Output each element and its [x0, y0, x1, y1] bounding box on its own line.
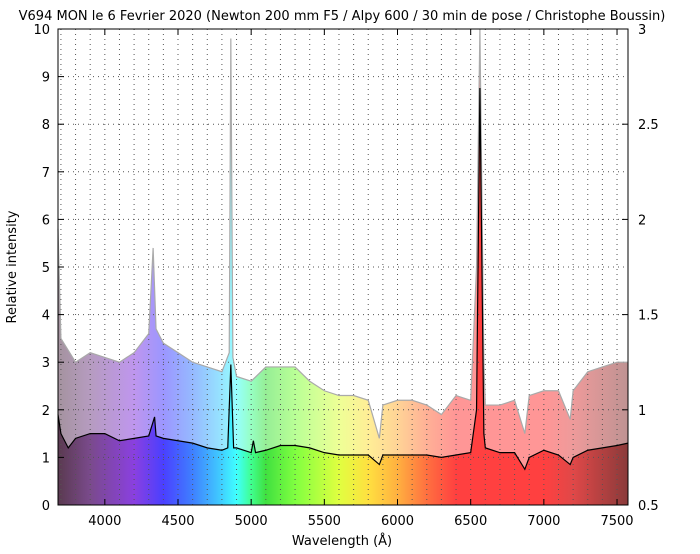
- x-tick-label: 5000: [235, 514, 268, 529]
- y-tick-label: 4: [42, 309, 50, 324]
- y2-tick-label: 0.5: [638, 499, 659, 514]
- y-tick-label: 2: [42, 404, 50, 419]
- y-tick-label: 3: [42, 356, 50, 371]
- y-tick-label: 5: [42, 261, 50, 276]
- y2-tick-label: 1: [638, 404, 646, 419]
- x-tick-label: 7000: [527, 514, 560, 529]
- x-tick-label: 6500: [454, 514, 487, 529]
- y-tick-label: 7: [42, 166, 50, 181]
- x-tick-label: 5500: [308, 514, 341, 529]
- x-tick-label: 4000: [88, 514, 121, 529]
- series-line-black: [57, 88, 629, 471]
- x-axis-label: Wavelength (Å): [292, 533, 392, 549]
- series-line-gray: [57, 28, 628, 439]
- y-tick-label: 8: [42, 118, 50, 133]
- x-tick-label: 4500: [161, 514, 194, 529]
- y-tick-label: 1: [42, 451, 50, 466]
- x-tick-label: 7500: [600, 514, 633, 529]
- y-tick-label: 10: [33, 23, 50, 38]
- x-tick-label: 6000: [381, 514, 414, 529]
- y2-tick-label: 2.5: [638, 118, 659, 133]
- y-axis-label: Relative intensity: [5, 210, 20, 323]
- y-tick-label: 0: [42, 499, 50, 514]
- chart-title: V694 MON le 6 Fevrier 2020 (Newton 200 m…: [19, 9, 666, 24]
- y-tick-label: 9: [42, 71, 50, 86]
- y-tick-label: 6: [42, 213, 50, 228]
- y2-tick-label: 2: [638, 213, 646, 228]
- plot-area: 4000 4500 5000 5500 6000 6500 7000 7500 0 1 2 3 4 5 6 7…: [33, 23, 658, 529]
- y2-tick-label: 1.5: [638, 309, 659, 324]
- y2-tick-label: 3: [638, 23, 646, 38]
